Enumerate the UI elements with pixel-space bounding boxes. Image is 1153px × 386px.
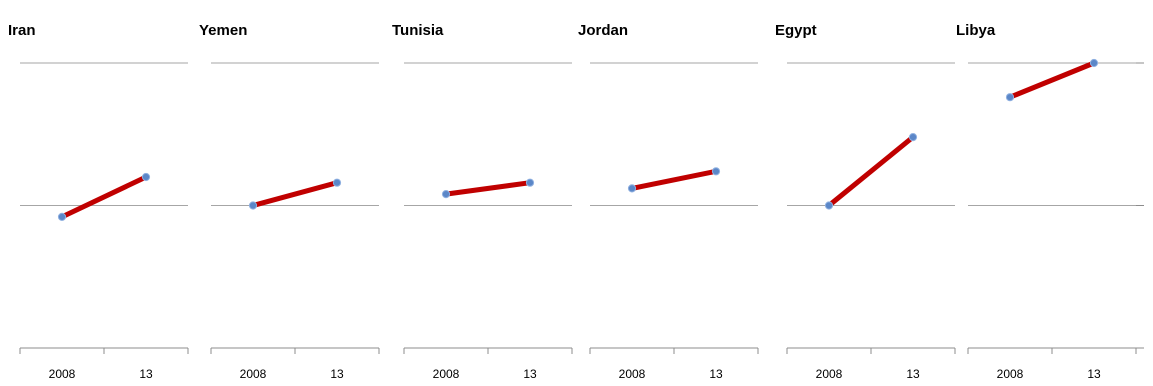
data-point-tunisia-13 (525, 178, 535, 187)
data-point-iran-13 (141, 172, 151, 182)
data-point-iran-2008 (57, 212, 67, 221)
x-tick-label-yemen-0: 2008 (240, 367, 267, 381)
panel-title-egypt: Egypt (775, 22, 817, 39)
data-point-egypt-2008 (824, 201, 834, 210)
series-line-egypt (826, 134, 916, 208)
data-point-yemen-2008 (248, 201, 258, 210)
panel-title-yemen: Yemen (199, 22, 247, 39)
x-tick-label-egypt-0: 2008 (816, 367, 843, 381)
x-tick-label-yemen-1: 13 (330, 367, 344, 381)
x-tick-label-egypt-1: 13 (906, 367, 920, 381)
series-line-iran (59, 174, 149, 220)
data-point-jordan-2008 (627, 184, 637, 193)
panel-title-iran: Iran (8, 22, 36, 39)
x-tick-label-libya-0: 2008 (997, 367, 1024, 381)
data-point-libya-2008 (1005, 93, 1015, 102)
data-point-egypt-13 (908, 133, 918, 142)
data-point-jordan-13 (711, 167, 721, 176)
series-line-tunisia (443, 180, 533, 197)
series-line-jordan (629, 168, 719, 191)
data-point-tunisia-2008 (441, 190, 451, 199)
series-line-libya (1007, 60, 1097, 100)
data-point-libya-13 (1089, 58, 1099, 68)
x-tick-label-iran-1: 13 (139, 367, 153, 381)
series-line-yemen (250, 180, 340, 208)
panel-title-jordan: Jordan (578, 22, 628, 39)
x-tick-label-iran-0: 2008 (49, 367, 76, 381)
x-tick-label-jordan-0: 2008 (619, 367, 646, 381)
x-tick-label-tunisia-0: 2008 (433, 367, 460, 381)
x-tick-label-tunisia-1: 13 (523, 367, 537, 381)
panel-title-tunisia: Tunisia (392, 22, 444, 39)
panel-title-libya: Libya (956, 22, 996, 39)
x-tick-label-jordan-1: 13 (709, 367, 723, 381)
data-point-yemen-13 (332, 178, 342, 187)
x-tick-label-libya-1: 13 (1087, 367, 1101, 381)
